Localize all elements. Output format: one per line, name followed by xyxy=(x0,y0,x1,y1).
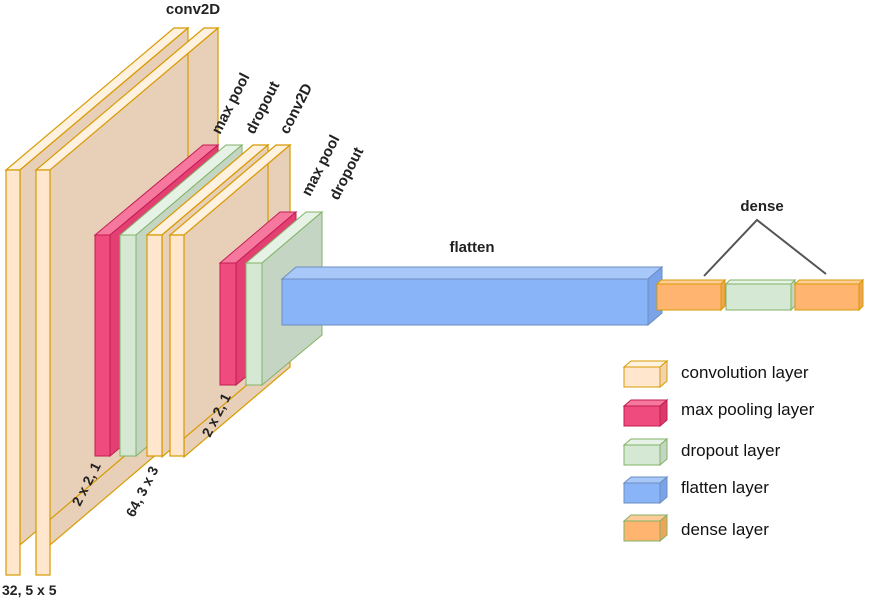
dense1-face xyxy=(656,283,722,311)
dense-dropout-top xyxy=(724,279,797,285)
dense1-end xyxy=(720,278,726,312)
legend-flat-swatch xyxy=(623,482,661,504)
dense-layers xyxy=(655,218,865,312)
label-conv2d-1: conv2D xyxy=(166,1,220,18)
conv1-slab-b-face xyxy=(35,169,51,576)
flatten-face xyxy=(281,278,649,326)
legend-conv-label: convolution layer xyxy=(681,363,809,382)
drop1-face xyxy=(119,234,137,457)
conv2-slab-b-face xyxy=(169,234,185,457)
drop2-face xyxy=(245,262,263,386)
pool2-face xyxy=(219,262,237,386)
dense-bracket xyxy=(703,218,827,277)
dense1-top xyxy=(655,279,727,285)
dense-dropout-face xyxy=(725,283,792,311)
dense2-end xyxy=(858,278,864,312)
legend-pool-label: max pooling layer xyxy=(681,400,815,419)
legend-pool-swatch xyxy=(623,405,661,427)
dim-conv1: 32, 5 x 5 xyxy=(2,582,57,598)
dense2-top xyxy=(793,279,865,285)
legend-dense-swatch xyxy=(623,520,661,542)
label-flatten: flatten xyxy=(450,239,495,256)
label-conv2d-2: conv2D xyxy=(276,81,316,137)
flatten-top xyxy=(280,266,664,280)
conv2-slab-a-face xyxy=(146,234,163,457)
legend-item-conv: convolution layer xyxy=(622,359,809,389)
legend-item-flatten: flatten layer xyxy=(622,475,769,505)
legend-flat-label: flatten layer xyxy=(681,478,769,497)
flatten-layer xyxy=(280,265,664,327)
legend-drop-label: dropout layer xyxy=(681,441,781,460)
legend-item-dropout: dropout layer xyxy=(622,437,781,467)
legend-conv-swatch xyxy=(623,366,661,388)
legend-item-dense: dense layer xyxy=(622,513,769,543)
legend-drop-swatch xyxy=(623,444,661,466)
legend: convolution layer max pooling layer drop… xyxy=(622,359,815,543)
legend-dense-label: dense layer xyxy=(681,520,769,539)
dropout-layer-2 xyxy=(244,210,324,387)
legend-item-pool: max pooling layer xyxy=(622,398,815,428)
label-dense: dense xyxy=(740,198,783,215)
conv1-slab-a-face xyxy=(5,169,21,576)
dense2-face xyxy=(794,283,860,311)
pool1-face xyxy=(94,234,111,457)
